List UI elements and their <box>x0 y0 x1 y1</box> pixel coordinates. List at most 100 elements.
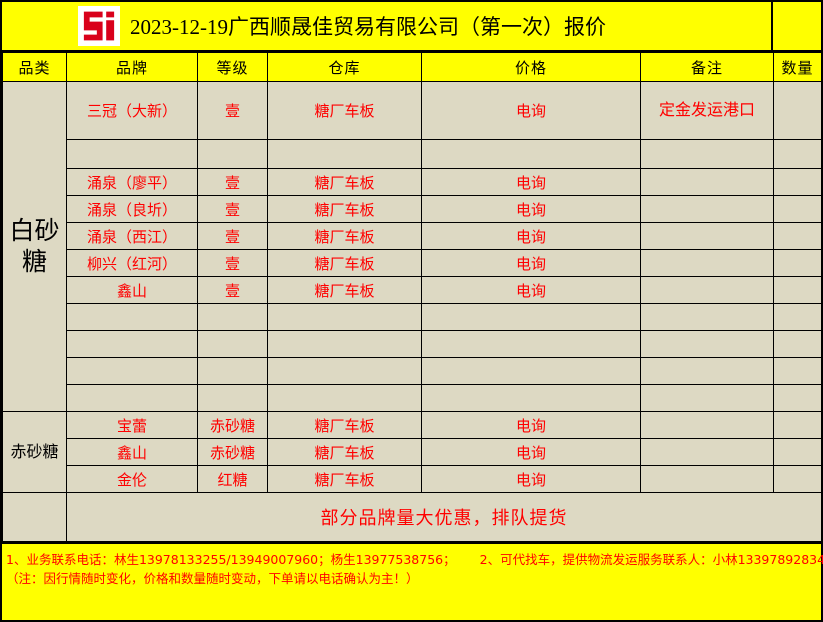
quantity-cell <box>773 330 822 358</box>
remark-cell <box>640 465 774 493</box>
quantity-cell <box>773 139 822 169</box>
grade-cell <box>197 384 268 412</box>
price-cell <box>421 303 641 331</box>
column-header-warehouse: 仓库 <box>267 52 422 82</box>
quantity-cell <box>773 357 822 385</box>
table-row: 涌泉（西江） 壹 糖厂车板 电询 <box>3 222 822 250</box>
price-cell: 电询 <box>421 222 641 250</box>
column-header-grade: 等级 <box>197 52 268 82</box>
table-row: 涌泉（廖平） 壹 糖厂车板 电询 <box>3 168 822 196</box>
warehouse-cell <box>267 357 422 385</box>
promo-banner: 部分品牌量大优惠，排队提货 <box>66 492 822 542</box>
quantity-cell <box>773 249 822 277</box>
column-header-brand: 品牌 <box>66 52 198 82</box>
price-cell: 电询 <box>421 438 641 466</box>
table-row: 赤砂糖 宝蕾 赤砂糖 糖厂车板 电询 <box>2 411 822 493</box>
brand-cell: 涌泉（良圻） <box>66 195 198 223</box>
footer-contact-part2: 2、可代找车，提供物流发运服务联系人：小林13397892834 <box>479 552 823 567</box>
quantity-cell <box>773 195 822 223</box>
price-cell: 电询 <box>421 195 641 223</box>
brand-cell: 涌泉（廖平） <box>66 168 198 196</box>
remark-cell <box>640 303 774 331</box>
category-cell-white-sugar: 白砂糖 <box>2 81 67 412</box>
grade-cell <box>197 330 268 358</box>
remark-cell <box>640 222 774 250</box>
quotation-table: 品类 品牌 等级 仓库 价格 备注 数量 白砂糖 三冠（大新） 壹 糖厂车板 电… <box>2 52 822 542</box>
table-header-row: 品类 品牌 等级 仓库 价格 备注 数量 <box>2 52 822 82</box>
price-cell <box>421 384 641 412</box>
warehouse-cell: 糖厂车板 <box>267 411 422 439</box>
brand-cell: 三冠（大新） <box>66 81 198 140</box>
remark-cell <box>640 330 774 358</box>
quantity-cell <box>773 438 822 466</box>
table-row <box>3 303 822 331</box>
column-header-remark: 备注 <box>640 52 774 82</box>
footer-notes: 1、业务联系电话：林生13978133255/13949007960；杨生139… <box>2 542 823 620</box>
grade-cell: 壹 <box>197 222 268 250</box>
remark-cell <box>640 411 774 439</box>
quantity-cell <box>773 411 822 439</box>
table-row: 柳兴（红河） 壹 糖厂车板 电询 <box>3 249 822 277</box>
grade-cell: 壹 <box>197 81 268 140</box>
table-row: 部分品牌量大优惠，排队提货 <box>2 492 822 542</box>
brand-cell <box>66 303 198 331</box>
page-title: 2023-12-19广西顺晟佳贸易有限公司（第一次）报价 <box>130 15 606 39</box>
remark-cell: 定金发运港口 <box>640 81 774 140</box>
brand-cell <box>66 357 198 385</box>
table-row: 金伦 红糖 糖厂车板 电询 <box>3 465 822 493</box>
remark-cell <box>640 276 774 304</box>
price-cell <box>421 357 641 385</box>
price-cell <box>421 139 641 169</box>
quantity-cell <box>773 81 822 140</box>
warehouse-cell: 糖厂车板 <box>267 249 422 277</box>
price-cell: 电询 <box>421 465 641 493</box>
brand-cell: 涌泉（西江） <box>66 222 198 250</box>
warehouse-cell: 糖厂车板 <box>267 195 422 223</box>
table-row <box>3 139 822 169</box>
brand-cell: 柳兴（红河） <box>66 249 198 277</box>
brand-cell: 宝蕾 <box>66 411 198 439</box>
remark-cell <box>640 195 774 223</box>
table-row: 鑫山 壹 糖厂车板 电询 <box>3 276 822 304</box>
grade-cell: 壹 <box>197 276 268 304</box>
brand-cell <box>66 384 198 412</box>
quantity-cell <box>773 168 822 196</box>
price-cell: 电询 <box>421 276 641 304</box>
remark-cell <box>640 139 774 169</box>
grade-cell: 赤砂糖 <box>197 438 268 466</box>
quantity-cell <box>773 465 822 493</box>
warehouse-cell: 糖厂车板 <box>267 222 422 250</box>
grade-cell: 壹 <box>197 249 268 277</box>
price-cell <box>421 330 641 358</box>
price-cell: 电询 <box>421 411 641 439</box>
warehouse-cell <box>267 303 422 331</box>
warehouse-cell <box>267 330 422 358</box>
company-logo-icon <box>78 6 120 46</box>
brand-cell <box>66 139 198 169</box>
column-header-category: 品类 <box>2 52 67 82</box>
table-body: 白砂糖 三冠（大新） 壹 糖厂车板 电询 定金发运港口 涌泉（廖平） 壹 糖厂车… <box>2 81 822 542</box>
grade-cell: 红糖 <box>197 465 268 493</box>
brand-cell <box>66 330 198 358</box>
quantity-cell <box>773 303 822 331</box>
grade-cell: 赤砂糖 <box>197 411 268 439</box>
warehouse-cell <box>267 139 422 169</box>
column-header-quantity: 数量 <box>773 52 822 82</box>
table-row <box>3 330 822 358</box>
brand-cell: 金伦 <box>66 465 198 493</box>
price-cell: 电询 <box>421 81 641 140</box>
table-row <box>3 384 822 412</box>
footer-contact-part1: 1、业务联系电话：林生13978133255/13949007960；杨生139… <box>6 552 456 567</box>
promo-left-spacer <box>2 492 67 542</box>
brand-cell: 鑫山 <box>66 276 198 304</box>
table-row: 白砂糖 三冠（大新） 壹 糖厂车板 电询 定金发运港口 <box>2 81 822 412</box>
title-bar: 2023-12-19广西顺晟佳贸易有限公司（第一次）报价 <box>2 2 821 52</box>
footer-disclaimer-line: （注：因行情随时变化，价格和数量随时变动，下单请以电话确认为主！） <box>6 571 419 587</box>
grade-cell: 壹 <box>197 195 268 223</box>
warehouse-cell: 糖厂车板 <box>267 465 422 493</box>
quantity-cell <box>773 384 822 412</box>
brand-cell: 鑫山 <box>66 438 198 466</box>
table-row: 鑫山 赤砂糖 糖厂车板 电询 <box>3 438 822 466</box>
remark-cell <box>640 168 774 196</box>
category-cell-brown-sugar: 赤砂糖 <box>2 411 67 493</box>
